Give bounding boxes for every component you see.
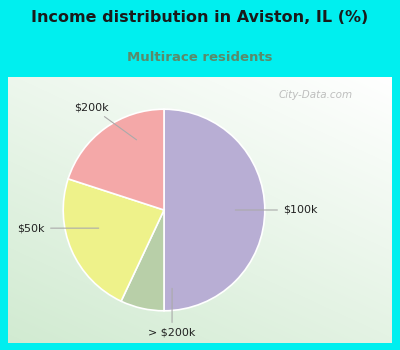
Wedge shape xyxy=(164,109,265,311)
Text: Multirace residents: Multirace residents xyxy=(127,51,273,64)
Text: $200k: $200k xyxy=(74,102,136,140)
Wedge shape xyxy=(68,109,164,210)
Text: $100k: $100k xyxy=(235,205,318,215)
Wedge shape xyxy=(121,210,164,311)
Text: Income distribution in Aviston, IL (%): Income distribution in Aviston, IL (%) xyxy=(31,10,369,26)
Text: $50k: $50k xyxy=(18,223,99,233)
Text: > $200k: > $200k xyxy=(148,288,196,338)
Text: City-Data.com: City-Data.com xyxy=(278,90,352,100)
Wedge shape xyxy=(63,179,164,301)
